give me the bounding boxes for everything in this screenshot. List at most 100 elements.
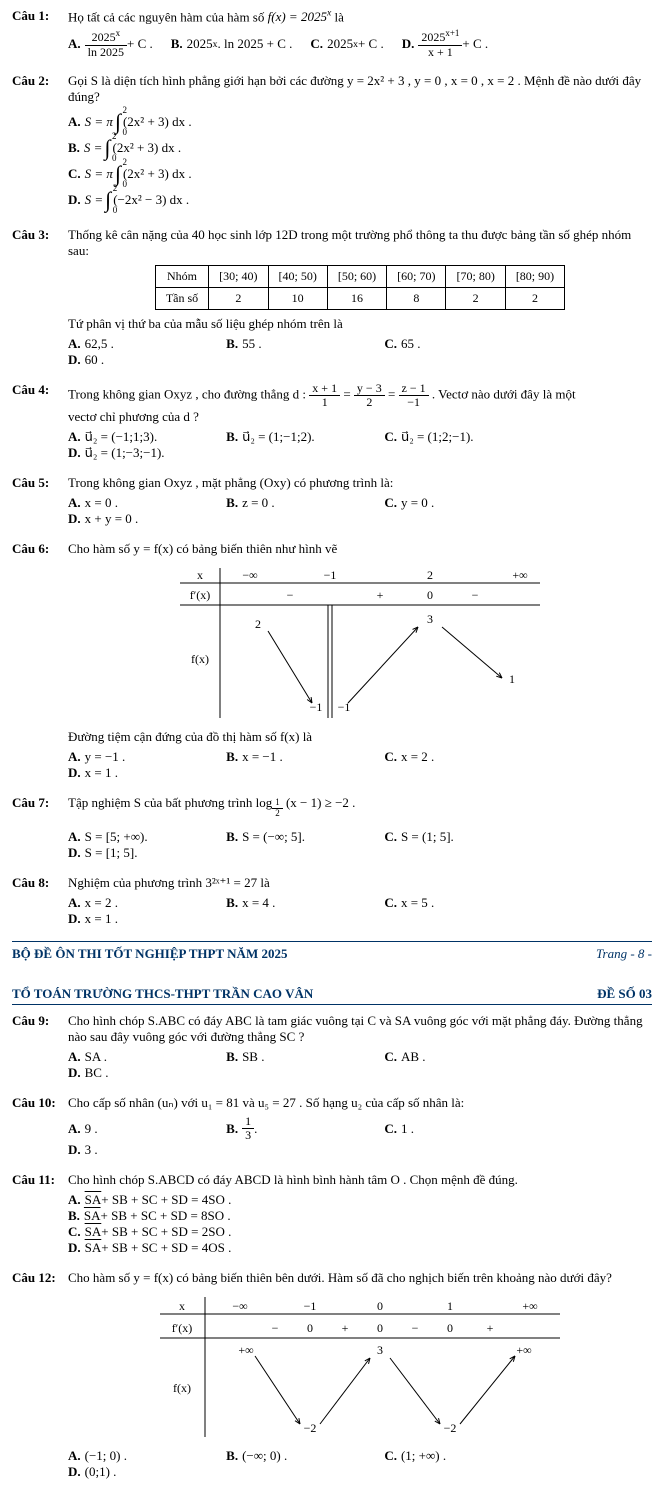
q2-opt-c: C. S = π ∫20 (2x² + 3) dx .: [68, 161, 348, 187]
letter-d: D.: [68, 192, 81, 208]
q12-body: Cho hàm số y = f(x) có bảng biến thiên b…: [68, 1270, 652, 1480]
footer-page: Trang - 8 -: [596, 946, 652, 962]
frac: 2025x ln 2025: [85, 29, 127, 58]
svg-text:−∞: −∞: [232, 1299, 247, 1313]
q7-text-b: (x − 1) ≥ −2 .: [286, 795, 355, 810]
svg-text:0: 0: [447, 1321, 453, 1335]
header-right: ĐỀ SỐ 03: [597, 986, 652, 1002]
q11-body: Cho hình chóp S.ABCD có đáy ABCD là hình…: [68, 1172, 652, 1256]
letter-a: A.: [68, 829, 81, 845]
letter-d: D.: [68, 1464, 81, 1480]
question-3: Câu 3: Thống kê cân nặng của 40 học sinh…: [12, 227, 652, 368]
letter-a: A.: [68, 749, 81, 765]
table-cell: 2: [505, 287, 564, 309]
integral-icon: ∫20: [105, 187, 111, 213]
num: x + 1: [309, 382, 340, 396]
q10-options: A.9 . B. 13 . C.1 . D.3 .: [68, 1115, 652, 1158]
q1-options: A. 2025x ln 2025 + C . B. 2025x. ln 2025…: [68, 29, 652, 58]
val: u⃗₂ = (1;−3;−1).: [85, 445, 165, 461]
q1-opt-b: B. 2025x. ln 2025 + C .: [171, 29, 293, 58]
letter-d: D.: [68, 445, 81, 461]
q12-opt-d: D.(0;1) .: [68, 1464, 208, 1480]
val: 60 .: [85, 352, 105, 368]
q8-opt-b: B.x = 4 .: [226, 895, 366, 911]
letter-d: D.: [68, 765, 81, 781]
svg-text:f′(x): f′(x): [190, 588, 211, 602]
den: x + 1: [418, 46, 462, 59]
letter-a: A.: [68, 36, 81, 52]
letter-b: B.: [226, 1049, 238, 1065]
svg-text:+∞: +∞: [238, 1343, 253, 1357]
q5-opt-c: C.y = 0 .: [384, 495, 524, 511]
q8-opt-d: D.x = 1 .: [68, 911, 208, 927]
val: BC .: [85, 1065, 109, 1081]
val: y = −1 .: [85, 749, 126, 765]
svg-text:−1: −1: [324, 568, 337, 582]
question-10: Câu 10: Cho cấp số nhân (uₙ) với u₁ = 81…: [12, 1095, 652, 1158]
letter-d: D.: [68, 845, 81, 861]
q9-opt-b: B.SB .: [226, 1049, 366, 1065]
val: z = 0 .: [242, 495, 275, 511]
q12-opt-b: B.(−∞; 0) .: [226, 1448, 366, 1464]
question-8: Câu 8: Nghiệm của phương trình 3²ˣ⁺¹ = 2…: [12, 875, 652, 927]
rest: + SB + SC + SD = 2SO .: [101, 1224, 231, 1240]
q10-opt-b: B. 13 .: [226, 1115, 366, 1142]
q10-label: Câu 10:: [12, 1095, 68, 1111]
svg-text:−2: −2: [304, 1421, 317, 1435]
val: 9 .: [85, 1121, 98, 1137]
table-cell: [30; 40): [209, 265, 268, 287]
q4-options: A.u⃗₂ = (−1;1;3). B.u⃗₂ = (1;−1;2). C.u⃗…: [68, 429, 652, 461]
den: 2: [354, 396, 385, 409]
q9-opt-c: C.AB .: [384, 1049, 524, 1065]
q1-fx-sup: x: [327, 8, 331, 19]
letter-b: B.: [226, 429, 238, 445]
letter-b: B.: [226, 829, 238, 845]
q4-label: Câu 4:: [12, 382, 68, 398]
val: 2025: [187, 36, 213, 52]
q8-opt-a: A.x = 2 .: [68, 895, 208, 911]
tail: + C .: [127, 36, 153, 52]
val: 65 .: [401, 336, 421, 352]
q5-label: Câu 5:: [12, 475, 68, 491]
val: 2025: [327, 36, 353, 52]
val: (0;1) .: [85, 1464, 117, 1480]
log-base: 12: [272, 798, 283, 819]
svg-text:x: x: [197, 568, 203, 582]
svg-text:+: +: [342, 1321, 349, 1335]
svg-text:−: −: [287, 588, 294, 602]
q2-text: Gọi S là diện tích hình phẳng giới hạn b…: [68, 73, 641, 104]
q12-label: Câu 12:: [12, 1270, 68, 1286]
val: 62,5 .: [85, 336, 114, 352]
q6-opt-c: C.x = 2 .: [384, 749, 524, 765]
val: 55 .: [242, 336, 262, 352]
q10-opt-c: C.1 .: [384, 1115, 524, 1142]
val: x = −1 .: [242, 749, 283, 765]
letter-c: C.: [384, 1049, 397, 1065]
q5-opt-b: B.z = 0 .: [226, 495, 366, 511]
table-cell: 2: [446, 287, 505, 309]
letter-d: D.: [68, 511, 81, 527]
den: 1: [309, 396, 340, 409]
letter-d: D.: [68, 911, 81, 927]
q11-opt-b: B.SA + SB + SC + SD = 8SO .: [68, 1208, 348, 1224]
letter-c: C.: [384, 749, 397, 765]
val: u⃗₂ = (1;2;−1).: [401, 429, 474, 445]
table-row: Nhóm [30; 40) [40; 50) [50; 60) [60; 70)…: [155, 265, 564, 287]
q11-opt-c: C.SA + SB + SC + SD = 2SO .: [68, 1224, 348, 1240]
first: SA: [85, 1240, 102, 1256]
letter-a: A.: [68, 1049, 81, 1065]
letter-a: A.: [68, 1448, 81, 1464]
tail: . ln 2025 + C .: [218, 36, 293, 52]
lb: 0: [122, 179, 127, 189]
frac: 13: [242, 1115, 254, 1142]
ub: 2: [122, 105, 127, 115]
sup: x: [116, 28, 121, 38]
svg-text:−: −: [472, 588, 479, 602]
val: S = (−∞; 5].: [242, 829, 305, 845]
val: S = (1; 5].: [401, 829, 454, 845]
q11-options: A.SA + SB + SC + SD = 4SO . B.SA + SB + …: [68, 1192, 652, 1256]
q1-opt-a: A. 2025x ln 2025 + C .: [68, 29, 153, 58]
q2-opt-d: D. S = ∫20 (−2x² − 3) dx .: [68, 187, 348, 213]
val: (−∞; 0) .: [242, 1448, 287, 1464]
q11-text: Cho hình chóp S.ABCD có đáy ABCD là hình…: [68, 1172, 518, 1187]
